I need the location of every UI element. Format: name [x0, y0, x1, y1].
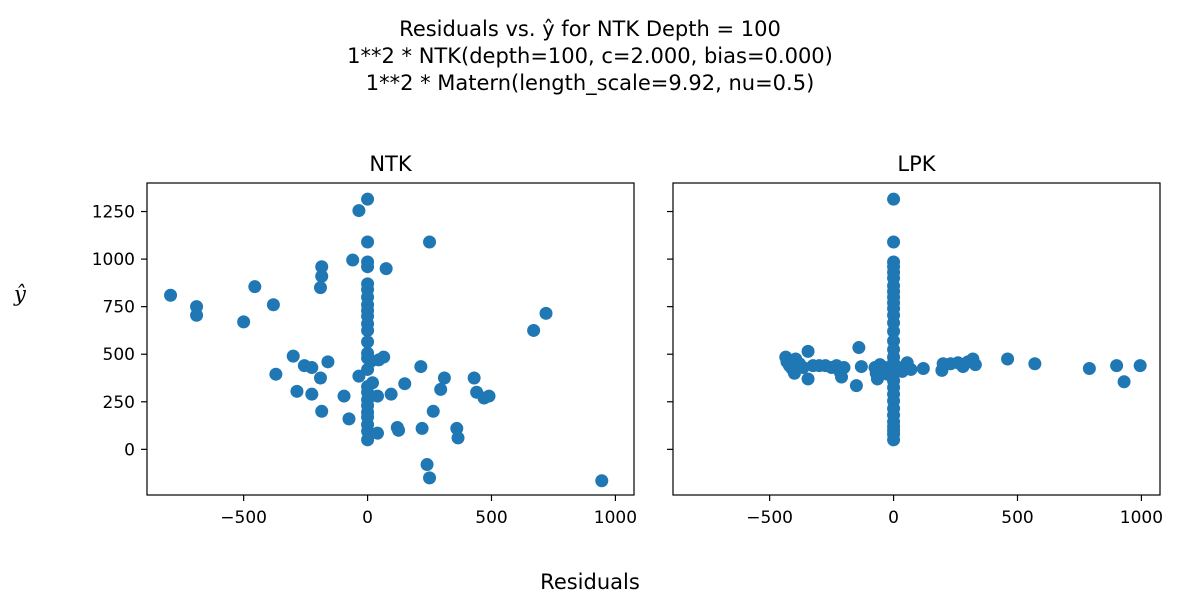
- panel-2-x-tick-label: 1000: [1120, 508, 1163, 528]
- panel-1-x-tick-label: −500: [220, 508, 267, 528]
- panel-2-point: [837, 361, 851, 375]
- panel-2-point: [880, 367, 894, 381]
- panel-1-y-tick-label: 250: [103, 393, 135, 413]
- panel-1-point: [361, 260, 375, 274]
- panel-1-point: [315, 260, 329, 274]
- panel-2-point: [1028, 357, 1042, 371]
- panel-1-x-tick-label: 500: [475, 508, 507, 528]
- panel-1-point: [420, 458, 434, 472]
- panel-2-x-tick-label: 0: [888, 508, 899, 528]
- panel-1-point: [361, 335, 375, 349]
- panel-1-point: [346, 253, 360, 267]
- panel-1-point: [269, 367, 283, 381]
- panel-1-x-tick-label: 1000: [594, 508, 637, 528]
- panel-1-point: [384, 387, 398, 401]
- panel-1-axes-frame: [146, 182, 635, 496]
- panel-1-point: [315, 404, 329, 418]
- figure-title-line-2: 1**2 * NTK(depth=100, c=2.000, bias=0.00…: [347, 44, 833, 68]
- panel-1-point: [426, 404, 440, 418]
- panel-1-point: [415, 421, 429, 435]
- panel-1-point: [248, 280, 262, 294]
- panel-2-axes-frame: [672, 182, 1161, 496]
- panel-2-point: [1001, 352, 1015, 366]
- panel-2-point: [887, 192, 901, 206]
- panel-1-point: [379, 262, 393, 276]
- panel-1-point: [423, 235, 437, 249]
- panel-1-point: [313, 281, 327, 295]
- panel-1-point: [377, 350, 391, 364]
- panel-2-title: LPK: [897, 152, 936, 176]
- panel-1-point: [305, 361, 319, 375]
- panel-2-point: [801, 344, 815, 358]
- panel-1-x-tick-label: 0: [362, 508, 373, 528]
- panel-1-point: [361, 323, 375, 337]
- panel-1-point: [527, 323, 541, 337]
- panel-1-point: [451, 431, 465, 445]
- panel-1-point: [398, 377, 412, 391]
- panel-2-x-tick-label: 500: [1001, 508, 1033, 528]
- panel-1-point: [237, 315, 251, 329]
- panel-1-point: [434, 382, 448, 396]
- panel-2-point: [849, 379, 863, 393]
- panel-1-point: [450, 421, 464, 435]
- panel-2-point: [904, 362, 918, 376]
- panel-1-point: [352, 369, 366, 383]
- panel-2-point: [916, 361, 930, 375]
- panel-1-y-tick-label: 500: [103, 345, 135, 365]
- panel-1-point: [437, 371, 451, 385]
- panel-1-point: [361, 192, 375, 206]
- panel-1-point: [290, 384, 304, 398]
- panel-1-point: [370, 426, 384, 440]
- panel-1-point: [190, 308, 204, 322]
- panel-2-point: [968, 358, 982, 372]
- panel-2-point: [887, 324, 901, 338]
- figure-x-label: Residuals: [540, 570, 640, 594]
- figure-y-label: ŷ: [14, 282, 26, 306]
- panel-1-point: [315, 269, 329, 283]
- panel-2-point: [887, 433, 901, 447]
- panel-1-point: [361, 235, 375, 249]
- panel-1-y-tick-label: 750: [103, 298, 135, 318]
- panel-1-point: [467, 371, 481, 385]
- panel-2-point: [870, 372, 884, 386]
- panel-2-x-tick-label: −500: [746, 508, 793, 528]
- panel-2-point: [1133, 359, 1147, 373]
- panel-1-point: [266, 298, 280, 312]
- panel-1-y-tick-label: 0: [124, 440, 135, 460]
- panel-1-point: [313, 371, 327, 385]
- panel-1-point: [370, 389, 384, 403]
- panel-1-point: [305, 387, 319, 401]
- figure-title-line-3: 1**2 * Matern(length_scale=9.92, nu=0.5): [365, 71, 815, 95]
- panel-1-point: [392, 423, 406, 437]
- figure-title-line-1: Residuals vs. ŷ for NTK Depth = 100: [399, 17, 781, 41]
- panel-1-point: [352, 204, 366, 218]
- panel-1-point: [423, 471, 437, 485]
- panel-1-point: [164, 288, 178, 302]
- panel-1-y-tick-label: 1000: [92, 250, 135, 270]
- figure-title: Residuals vs. ŷ for NTK Depth = 100 1**2…: [0, 16, 1180, 97]
- panel-1-point: [337, 389, 351, 403]
- panel-1-point: [321, 355, 335, 369]
- panel-2-point: [1110, 359, 1124, 373]
- panel-1-point: [539, 306, 553, 320]
- panel-2-point: [1082, 361, 1096, 375]
- panel-2-point: [852, 341, 866, 355]
- panel-2-point: [1117, 375, 1131, 389]
- panel-2-point: [796, 361, 810, 375]
- panel-1-point: [286, 349, 300, 363]
- panel-1-title: NTK: [369, 152, 413, 176]
- panel-1-y-tick-label: 1250: [92, 203, 135, 223]
- panel-1-point: [595, 474, 609, 488]
- panel-1-point: [342, 412, 356, 426]
- panel-1-point: [414, 360, 428, 374]
- panel-1-point: [482, 389, 496, 403]
- panel-2-point: [887, 235, 901, 249]
- panel-1-point: [361, 433, 375, 447]
- panel-2-point: [801, 372, 815, 386]
- panel-2-point: [854, 360, 868, 374]
